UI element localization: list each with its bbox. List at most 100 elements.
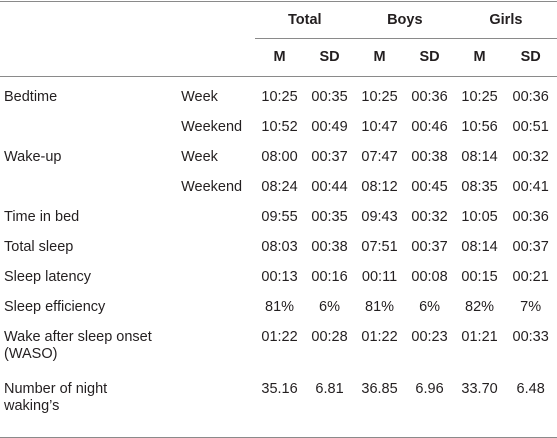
table-row: Wake-up Week 08:00 00:37 07:47 00:38 08:…	[0, 143, 557, 173]
cell-value: 07:51	[361, 239, 398, 255]
cell-value: 10:47	[361, 119, 398, 135]
row-sublabel: Week	[181, 89, 218, 105]
cell-value: 08:03	[261, 239, 298, 255]
table-row: Weekend 08:24 00:44 08:12 00:45 08:35 00…	[0, 173, 557, 203]
cell-value: 00:36	[512, 89, 549, 105]
cell-value: 10:25	[361, 89, 398, 105]
cell-value: 07:47	[361, 149, 398, 165]
header-empty	[181, 1, 255, 39]
cell-value: 00:41	[512, 179, 549, 195]
cell-value: 00:36	[512, 209, 549, 225]
cell-value: 00:21	[512, 269, 549, 285]
row-label: Total sleep	[4, 239, 74, 255]
header-total-sd: SD	[304, 38, 355, 77]
cell-value: 00:32	[411, 209, 448, 225]
cell-value: 09:43	[361, 209, 398, 225]
cell-value: 00:46	[411, 119, 448, 135]
cell-value: 00:36	[411, 89, 448, 105]
cell-value: 81%	[365, 299, 395, 315]
cell-value: 08:35	[461, 179, 498, 195]
cell-value: 10:56	[461, 119, 498, 135]
cell-value: 00:15	[461, 269, 498, 285]
cell-value: 09:55	[261, 209, 298, 225]
cell-value: 00:28	[311, 329, 348, 345]
header-girls-m: M	[454, 38, 505, 77]
cell-value: 00:35	[311, 89, 348, 105]
cell-value: 00:13	[261, 269, 298, 285]
cell-value: 10:05	[461, 209, 498, 225]
row-sublabel	[181, 203, 255, 233]
cell-value: 08:12	[361, 179, 398, 195]
header-boys: Boys	[354, 1, 455, 39]
cell-value: 00:45	[411, 179, 448, 195]
cell-value: 10:52	[261, 119, 298, 135]
cell-value: 10:25	[261, 89, 298, 105]
cell-value: 00:08	[411, 269, 448, 285]
cell-value: 00:11	[361, 269, 398, 285]
row-sublabel	[181, 233, 255, 263]
cell-value: 6%	[419, 299, 441, 315]
table-row: Number of night waking’s 35.16 6.81 36.8…	[0, 375, 557, 438]
header-boys-m: M	[354, 38, 405, 77]
row-label	[0, 113, 181, 143]
cell-value: 01:22	[261, 329, 298, 345]
header-girls-sd: SD	[504, 38, 557, 77]
cell-value: 08:00	[261, 149, 298, 165]
header-empty	[0, 38, 182, 77]
group-header-row: Total Boys Girls	[0, 1, 557, 39]
table-row: Time in bed 09:55 00:35 09:43 00:32 10:0…	[0, 203, 557, 233]
cell-value: 00:23	[411, 329, 448, 345]
cell-value: 82%	[465, 299, 495, 315]
cell-value: 08:14	[461, 149, 498, 165]
cell-value: 00:16	[311, 269, 348, 285]
row-label: Number of night waking’s	[0, 375, 255, 438]
cell-value: 08:14	[461, 239, 498, 255]
cell-value: 00:51	[512, 119, 549, 135]
row-label: Wake-up	[4, 149, 62, 165]
header-boys-sd: SD	[404, 38, 455, 77]
header-total: Total	[254, 1, 355, 39]
cell-value: 36.85	[354, 375, 405, 438]
table-row: Sleep efficiency 81% 6% 81% 6% 82% 7%	[0, 293, 557, 323]
table-row: Wake after sleep onset (WASO) 01:22 00:2…	[0, 323, 557, 375]
header-empty	[181, 38, 255, 77]
row-label: Sleep efficiency	[4, 299, 106, 315]
cell-value: 01:22	[361, 329, 398, 345]
header-empty	[0, 1, 182, 39]
header-girls: Girls	[454, 1, 557, 39]
row-label: Wake after sleep onset (WASO)	[4, 329, 152, 362]
cell-value: 00:38	[311, 239, 348, 255]
cell-value: 00:35	[311, 209, 348, 225]
cell-value: 33.70	[454, 375, 505, 438]
row-label: Time in bed	[4, 209, 80, 225]
cell-value: 01:21	[461, 329, 498, 345]
cell-value: 6.81	[304, 375, 355, 438]
row-label	[0, 173, 181, 203]
row-sublabel: Weekend	[181, 119, 243, 135]
table-row: Bedtime Week 10:25 00:35 10:25 00:36 10:…	[0, 77, 557, 114]
cell-value: 00:33	[512, 329, 549, 345]
row-sublabel: Weekend	[181, 179, 243, 195]
cell-value: 00:38	[411, 149, 448, 165]
table-row: Weekend 10:52 00:49 10:47 00:46 10:56 00…	[0, 113, 557, 143]
row-sublabel	[181, 293, 255, 323]
cell-value: 81%	[265, 299, 295, 315]
cell-value: 08:24	[261, 179, 298, 195]
cell-value: 6%	[319, 299, 341, 315]
stat-header-row: M SD M SD M SD	[0, 38, 557, 77]
cell-value: 7%	[520, 299, 542, 315]
cell-value: 00:37	[411, 239, 448, 255]
row-label: Sleep latency	[4, 269, 92, 285]
row-sublabel: Week	[181, 149, 218, 165]
row-label: Bedtime	[4, 89, 58, 105]
cell-value: 00:37	[512, 239, 549, 255]
cell-value: 00:32	[512, 149, 549, 165]
cell-value: 10:25	[461, 89, 498, 105]
cell-value: 00:44	[311, 179, 348, 195]
cell-value: 35.16	[254, 375, 305, 438]
cell-value: 6.96	[404, 375, 455, 438]
table-row: Sleep latency 00:13 00:16 00:11 00:08 00…	[0, 263, 557, 293]
cell-value: 6.48	[504, 375, 557, 438]
cell-value: 00:37	[311, 149, 348, 165]
cell-value: 00:49	[311, 119, 348, 135]
